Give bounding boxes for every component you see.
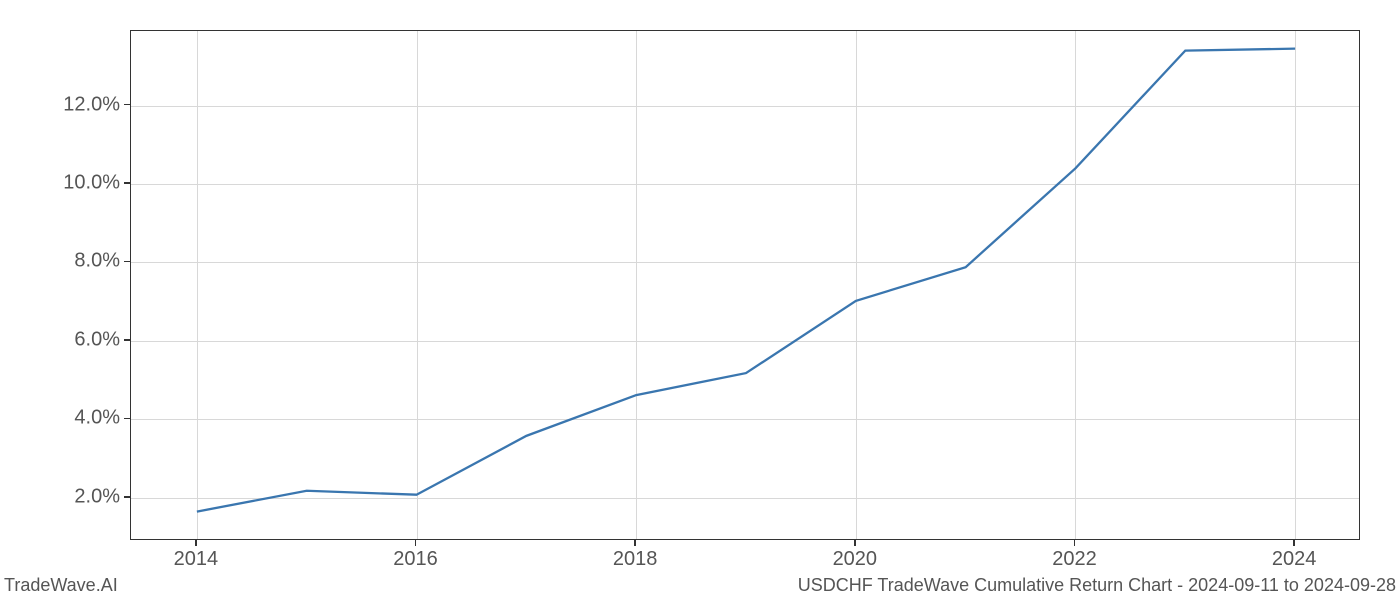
chart-series-line: [197, 49, 1295, 512]
y-axis-tick-mark: [124, 261, 130, 263]
x-axis-tick-mark: [1074, 540, 1076, 546]
y-axis-tick-label: 6.0%: [10, 328, 120, 351]
y-axis-tick-mark: [124, 339, 130, 341]
x-axis-tick-mark: [634, 540, 636, 546]
y-axis-tick-label: 12.0%: [10, 93, 120, 116]
y-axis-tick-mark: [124, 182, 130, 184]
x-axis-tick-label: 2024: [1272, 548, 1317, 571]
footer-right-text: USDCHF TradeWave Cumulative Return Chart…: [798, 575, 1396, 596]
x-axis-tick-mark: [195, 540, 197, 546]
y-axis-tick-label: 10.0%: [10, 172, 120, 195]
chart-line-svg: [131, 31, 1359, 539]
footer-left-text: TradeWave.AI: [4, 575, 118, 596]
x-axis-tick-mark: [854, 540, 856, 546]
x-axis-tick-label: 2014: [174, 548, 219, 571]
x-axis-tick-mark: [1293, 540, 1295, 546]
y-axis-tick-label: 4.0%: [10, 407, 120, 430]
x-axis-tick-label: 2022: [1052, 548, 1097, 571]
y-axis-tick-label: 2.0%: [10, 485, 120, 508]
x-axis-tick-label: 2018: [613, 548, 658, 571]
y-axis-tick-mark: [124, 418, 130, 420]
chart-plot-area: [130, 30, 1360, 540]
x-axis-tick-mark: [415, 540, 417, 546]
y-axis-tick-mark: [124, 104, 130, 106]
y-axis-tick-mark: [124, 496, 130, 498]
y-axis-tick-label: 8.0%: [10, 250, 120, 273]
x-axis-tick-label: 2020: [833, 548, 878, 571]
x-axis-tick-label: 2016: [393, 548, 438, 571]
